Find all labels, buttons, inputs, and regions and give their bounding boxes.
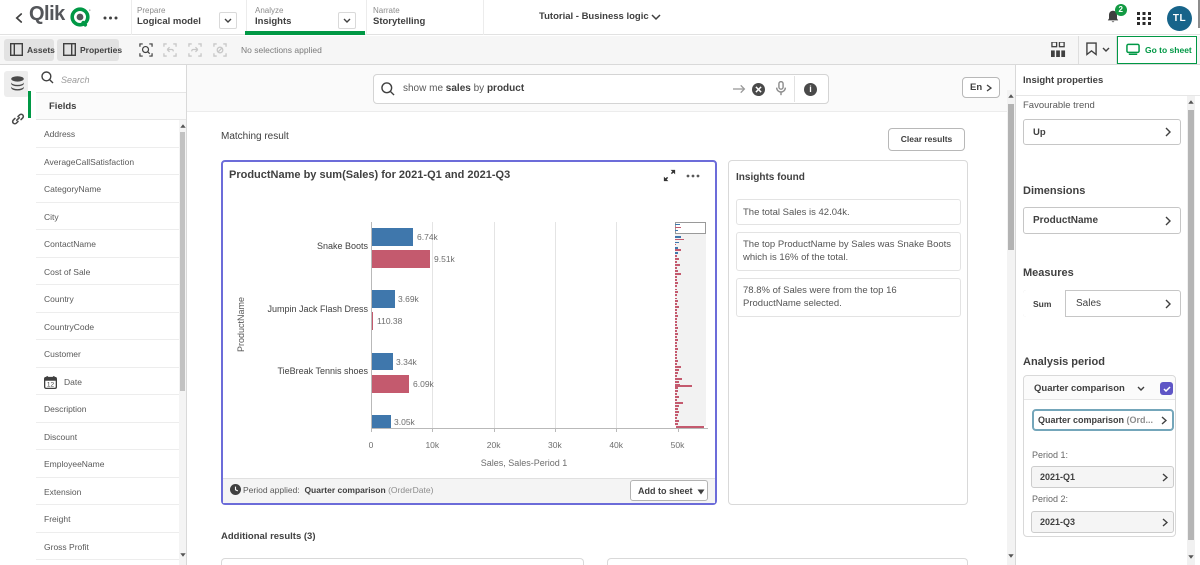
svg-text:12: 12 [47,381,55,388]
